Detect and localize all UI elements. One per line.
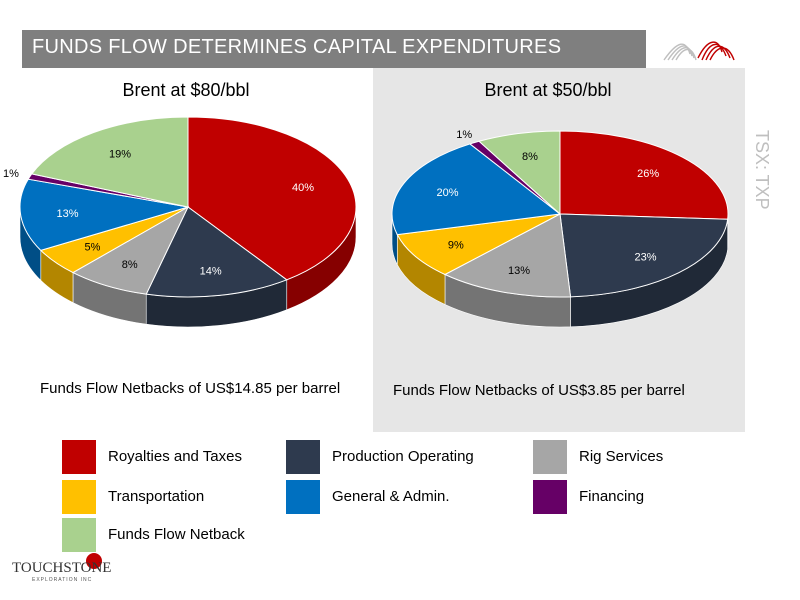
pie80-data-label: 40% <box>292 182 314 194</box>
pie50-data-label: 23% <box>635 251 657 263</box>
legend-label: General & Admin. <box>332 488 450 505</box>
pie50-data-label: 1% <box>456 129 472 141</box>
pie50-slice-rig-services <box>443 213 572 298</box>
legend-swatch <box>62 518 96 552</box>
logo-wordmark: TOUCHSTONE <box>12 560 111 576</box>
pie50-slice-funds-flow-netback <box>478 130 561 216</box>
pie50-slice-royalties-and-taxes <box>559 130 729 220</box>
title-bar: FUNDS FLOW DETERMINES CAPITAL EXPENDITUR… <box>22 30 646 68</box>
pie50-data-label: 9% <box>448 239 464 251</box>
pie50-slice-general-admin- <box>391 143 562 236</box>
pie80-slice-royalties-and-taxes <box>187 116 357 281</box>
pie-chart-50: 26% 23% 13% 9% 20% 1% 8% <box>391 129 729 328</box>
pie50-data-label: 26% <box>637 168 659 180</box>
logo-subtext: EXPLORATION INC <box>32 577 92 583</box>
pie80-data-label: 14% <box>200 266 222 278</box>
logo-swoosh-icon <box>663 41 735 61</box>
legend-swatch <box>62 480 96 514</box>
chart-2-title: Brent at $50/bbl <box>484 80 612 100</box>
ticker-label: TSX: TXP <box>752 130 772 210</box>
pie-chart-80: 40% 14% 8% 5% 13% 1% 19% <box>3 116 357 328</box>
legend-label: Royalties and Taxes <box>108 448 242 465</box>
pie50-slice-production-operating <box>559 213 729 298</box>
brand-logo <box>650 30 748 68</box>
legend-label: Funds Flow Netback <box>108 526 245 543</box>
legend-swatch <box>286 480 320 514</box>
pie80-slice-funds-flow-netback <box>30 116 189 208</box>
netback-caption-80: Funds Flow Netbacks of US$14.85 per barr… <box>40 380 341 397</box>
logo-globe-icon <box>86 553 102 569</box>
legend-label: Production Operating <box>332 448 474 465</box>
legend-swatch <box>286 440 320 474</box>
pie80-slice-general-admin- <box>19 178 189 251</box>
pie50-data-label: 8% <box>522 151 538 163</box>
pie80-data-label: 8% <box>122 259 138 271</box>
pie80-data-label: 13% <box>57 208 79 220</box>
legend-label: Transportation <box>108 488 205 505</box>
pie80-slice-production-operating <box>145 206 288 298</box>
legend-swatch <box>62 440 96 474</box>
pie50-slice-transportation <box>396 213 561 276</box>
slide-title: FUNDS FLOW DETERMINES CAPITAL EXPENDITUR… <box>32 36 562 58</box>
legend-swatch <box>533 440 567 474</box>
pie80-data-label: 19% <box>109 148 131 160</box>
legend-label: Rig Services <box>579 448 664 465</box>
legend-swatch <box>533 480 567 514</box>
legend-label: Financing <box>579 488 645 505</box>
chart-1-title: Brent at $80/bbl <box>122 80 250 100</box>
pie80-data-label: 5% <box>84 242 100 254</box>
netback-caption-50: Funds Flow Netbacks of US$3.85 per barre… <box>393 382 685 399</box>
pie80-data-label: 1% <box>3 168 19 180</box>
company-logo: TOUCHSTONE EXPLORATION INC <box>10 552 140 584</box>
pie50-data-label: 13% <box>508 265 530 277</box>
pie50-data-label: 20% <box>437 187 459 199</box>
